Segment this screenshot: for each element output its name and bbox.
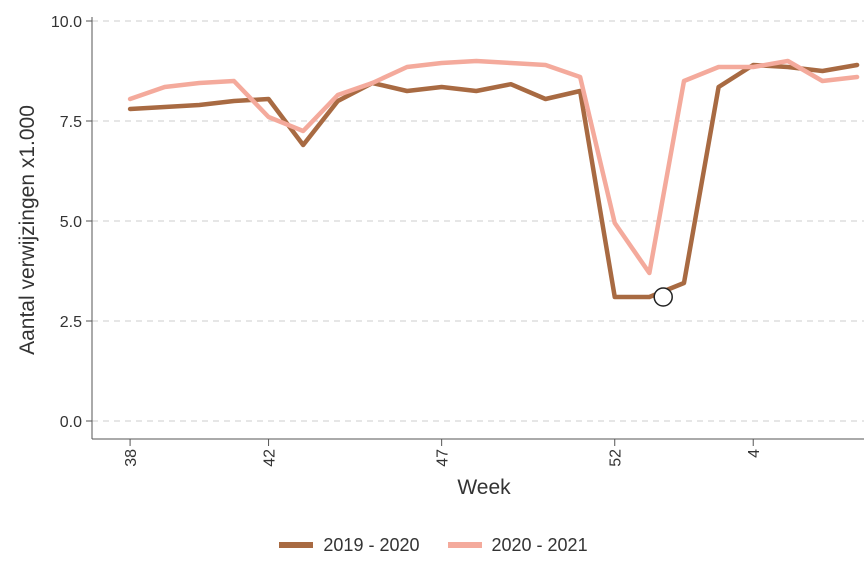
x-tick-label: 47 (435, 449, 452, 467)
legend-swatch-2020-2021 (447, 542, 482, 548)
gridlines (92, 20, 864, 422)
highlight-point-marker (653, 287, 673, 307)
x-tick-label: 38 (123, 449, 140, 467)
x-tick-label: 52 (608, 449, 625, 467)
x-tick-label: 42 (262, 449, 279, 467)
series-layer (127, 58, 860, 307)
x-tick-label: 4 (746, 449, 763, 458)
legend-item-2020-2021: 2020 - 2021 (447, 534, 588, 556)
y-axis-label: Aantal verwijzingen x1.000 (16, 105, 39, 355)
series-line-2019-2020 (127, 62, 860, 300)
line-chart: 0.0 2.5 5.0 7.5 10.0 38 42 47 52 4 Aantal verwij… (16, 14, 864, 499)
y-tick-label: 5.0 (60, 214, 82, 231)
y-tick-label: 2.5 (60, 314, 82, 331)
x-axis: 38 42 47 52 4 (92, 438, 864, 467)
series-line-2020-2021 (127, 58, 860, 276)
y-tick-label: 7.5 (60, 114, 82, 131)
y-tick-label: 10.0 (51, 14, 82, 31)
legend-item-2019-2020: 2019 - 2020 (279, 534, 420, 556)
y-axis: 0.0 2.5 5.0 7.5 10.0 (51, 14, 93, 439)
x-axis-label: Week (457, 476, 511, 499)
legend-swatch-2019-2020 (279, 542, 314, 548)
legend: 2019 - 2020 2020 - 2021 (0, 530, 867, 560)
legend-label-2019-2020: 2019 - 2020 (323, 534, 420, 555)
y-tick-label: 0.0 (60, 414, 82, 431)
legend-label-2020-2021: 2020 - 2021 (491, 534, 588, 555)
